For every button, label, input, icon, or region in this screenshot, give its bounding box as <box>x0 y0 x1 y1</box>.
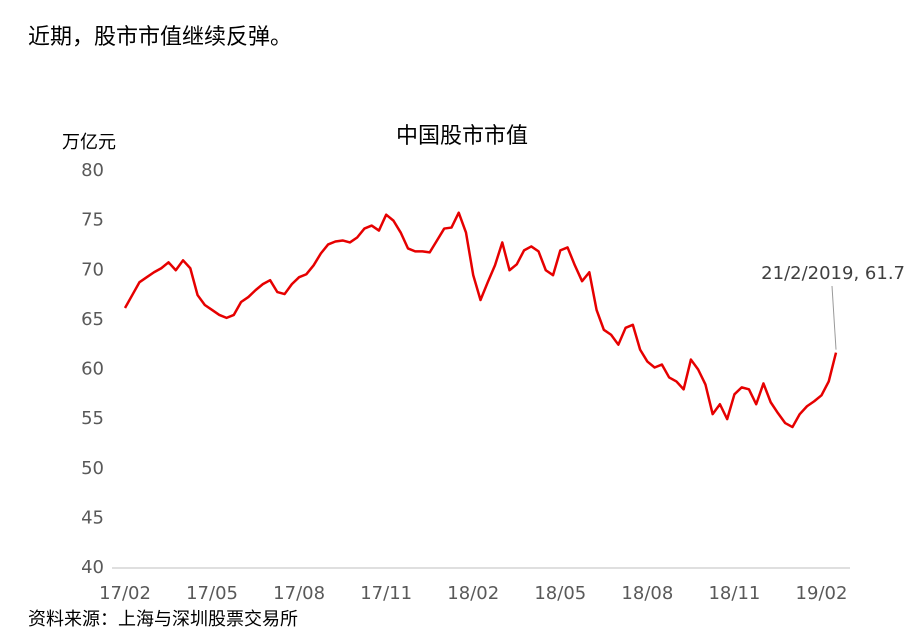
y-tick-label: 50 <box>81 458 104 479</box>
y-tick-label: 80 <box>81 160 104 181</box>
heading: 近期，股市市值继续反弹。 <box>28 25 292 50</box>
x-tick-label: 17/05 <box>186 583 238 604</box>
y-tick-label: 60 <box>81 359 104 380</box>
y-tick-label: 70 <box>81 259 104 280</box>
y-axis-unit: 万亿元 <box>62 132 116 153</box>
source: 资料来源：上海与深圳股票交易所 <box>28 609 298 630</box>
data-line <box>123 211 838 429</box>
y-tick-label: 45 <box>81 507 104 528</box>
x-tick-label: 18/08 <box>621 583 673 604</box>
x-tick-label: 19/02 <box>796 583 848 604</box>
x-tick-label: 17/11 <box>360 583 412 604</box>
x-tick-label: 17/02 <box>99 583 151 604</box>
x-tick-label: 17/08 <box>273 583 325 604</box>
y-tick-label: 55 <box>81 408 104 429</box>
y-tick-label: 40 <box>81 557 104 578</box>
x-tick-label: 18/05 <box>534 583 586 604</box>
chart-title: 中国股市市值 <box>396 124 528 149</box>
y-tick-label: 65 <box>81 309 104 330</box>
x-tick-label: 18/02 <box>447 583 499 604</box>
annotation-leader <box>831 285 837 350</box>
y-tick-label: 75 <box>81 210 104 231</box>
x-tick-label: 18/11 <box>708 583 760 604</box>
annotation: 21/2/2019, 61.7 <box>761 263 905 284</box>
